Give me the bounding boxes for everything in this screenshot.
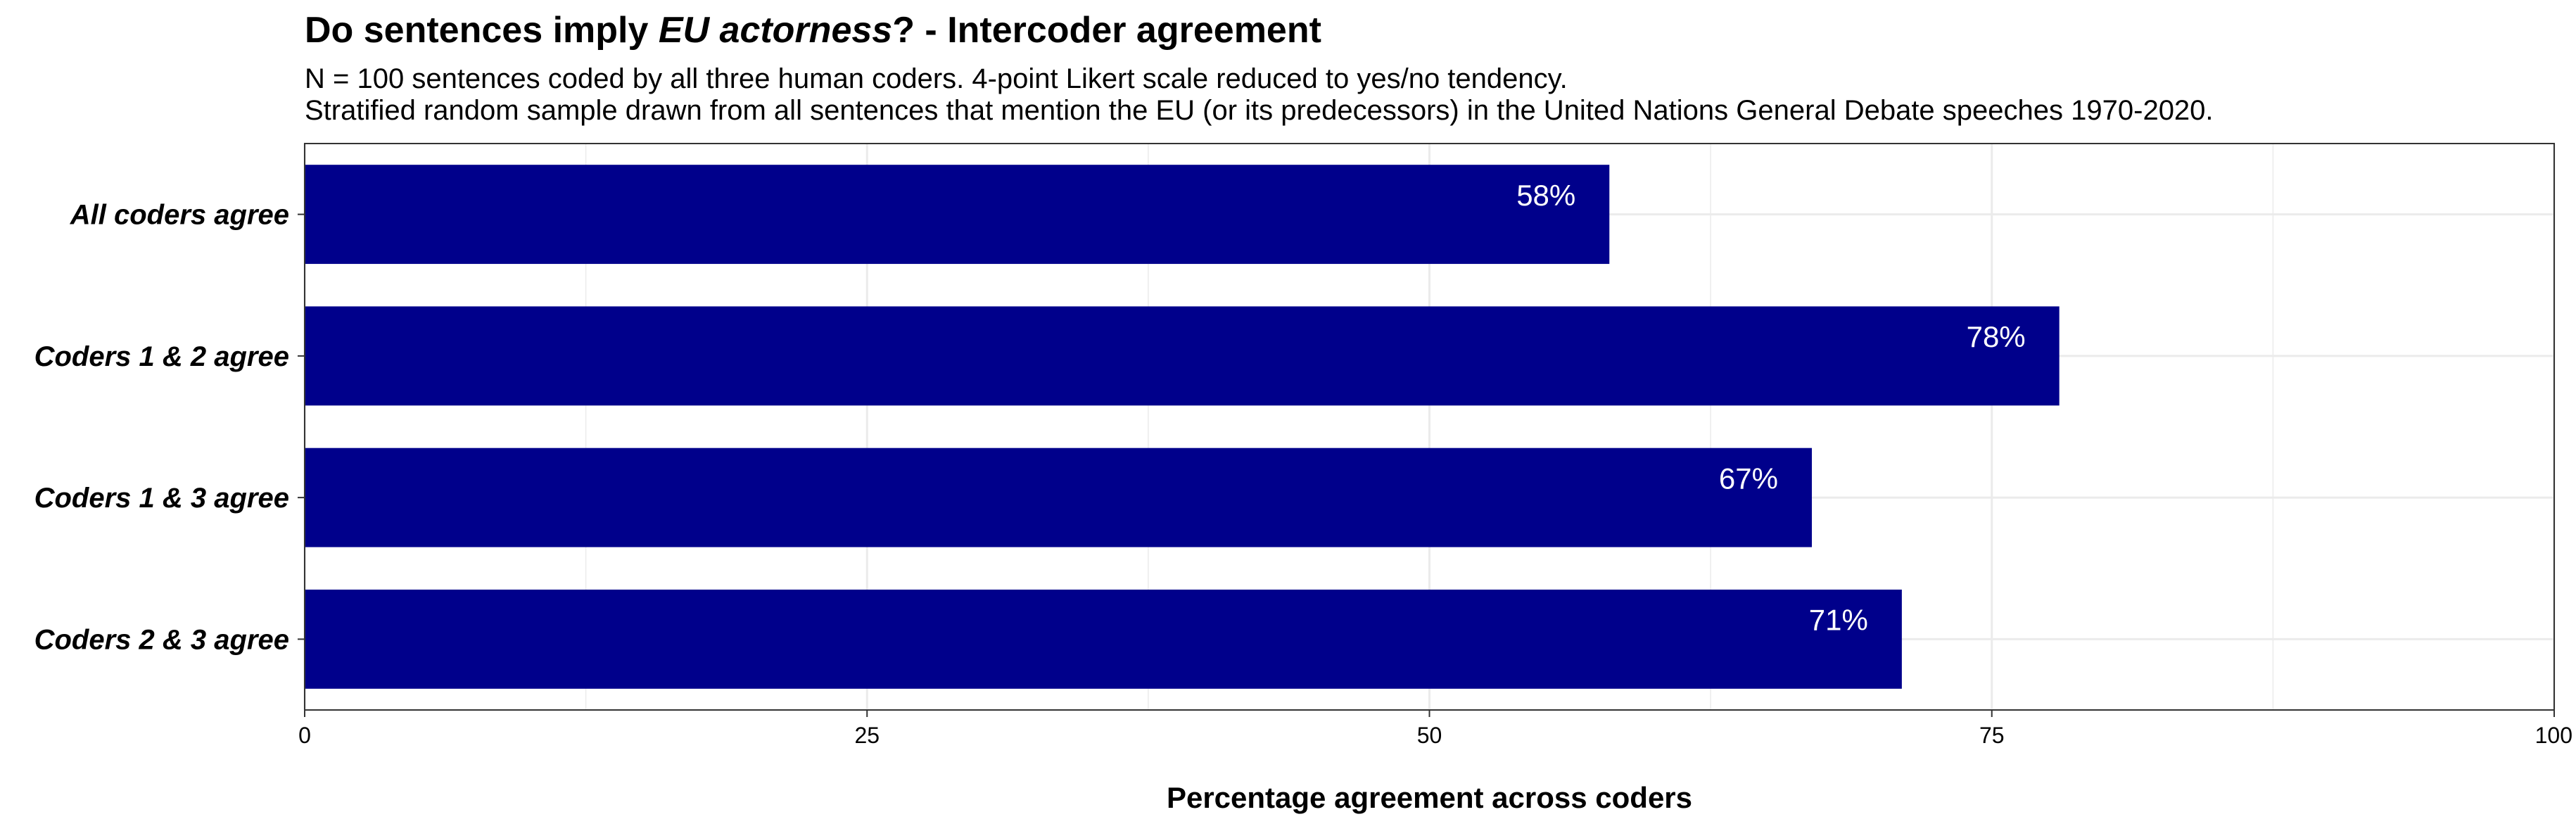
- chart-title: Do sentences imply EU actorness? - Inter…: [305, 10, 1321, 51]
- chart-title-group: Do sentences imply EU actorness? - Inter…: [305, 10, 1321, 51]
- bars: [305, 165, 2060, 689]
- x-tick-label: 0: [298, 723, 311, 748]
- x-tick-label: 50: [1417, 723, 1442, 748]
- y-tick-label: All coders agree: [70, 200, 289, 231]
- bar: [305, 306, 2060, 406]
- bar: [305, 589, 1902, 689]
- bar: [305, 448, 1812, 547]
- data-label: 58%: [1516, 179, 1575, 212]
- x-tick-label: 25: [854, 723, 880, 748]
- y-tick-label: Coders 2 & 3 agree: [34, 624, 289, 655]
- data-label: 78%: [1967, 320, 2026, 353]
- x-tick-label: 75: [1979, 723, 2005, 748]
- x-axis-title: Percentage agreement across coders: [1167, 781, 1692, 814]
- y-axis: All coders agree Coders 1 & 2 agree Coders…: [34, 200, 305, 655]
- chart-subtitle-line: N = 100 sentences coded by all three hum…: [305, 63, 1568, 94]
- y-tick-label: Coders 1 & 2 agree: [34, 341, 289, 372]
- x-axis: 0 25 50 75 100: [298, 710, 2572, 748]
- chart-title-part: EU actorness: [659, 10, 892, 51]
- data-labels: 58% 78% 67% 71%: [1516, 179, 2025, 637]
- chart-subtitle-group: N = 100 sentences coded by all three hum…: [305, 63, 2214, 126]
- y-tick-label: Coders 1 & 3 agree: [34, 483, 289, 514]
- data-label: 67%: [1719, 462, 1778, 495]
- x-tick-label: 100: [2535, 723, 2572, 748]
- chart-subtitle-line: Stratified random sample drawn from all …: [305, 95, 2214, 126]
- data-label: 71%: [1809, 604, 1868, 637]
- bar: [305, 165, 1610, 265]
- chart-title-part: Do sentences imply: [305, 10, 659, 51]
- chart-title-part: ? - Intercoder agreement: [892, 10, 1321, 51]
